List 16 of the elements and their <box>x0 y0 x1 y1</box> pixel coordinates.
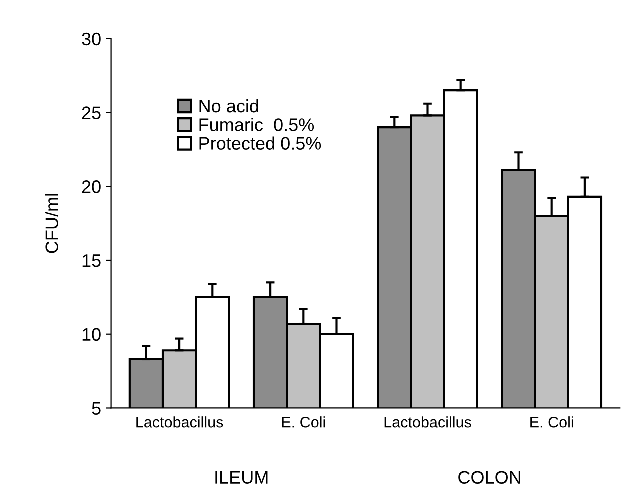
text: ILEUM <box>216 471 268 484</box>
legend-label: Fumaric 0.5% <box>200 118 314 132</box>
y-tick-label: 30 <box>82 32 101 46</box>
x-tick-label: E. Coli <box>530 416 574 428</box>
y-tick-label: 10 <box>82 328 101 342</box>
x-tick-label: Lactobacillus <box>384 416 472 428</box>
legend-label: Protected 0.5% <box>200 136 322 150</box>
y-axis-title: CFU/ml <box>45 194 58 254</box>
y-tick-label: 15 <box>82 254 101 268</box>
text: COLON <box>458 471 520 484</box>
y-tick-label: 25 <box>82 106 101 120</box>
y-tick-label: 20 <box>82 180 101 194</box>
x-tick-label: E. Coli <box>282 416 326 428</box>
x-tick-label: Lactobacillus <box>136 416 224 428</box>
legend-label: No acid <box>200 99 258 113</box>
y-tick-label: 5 <box>92 402 101 415</box>
